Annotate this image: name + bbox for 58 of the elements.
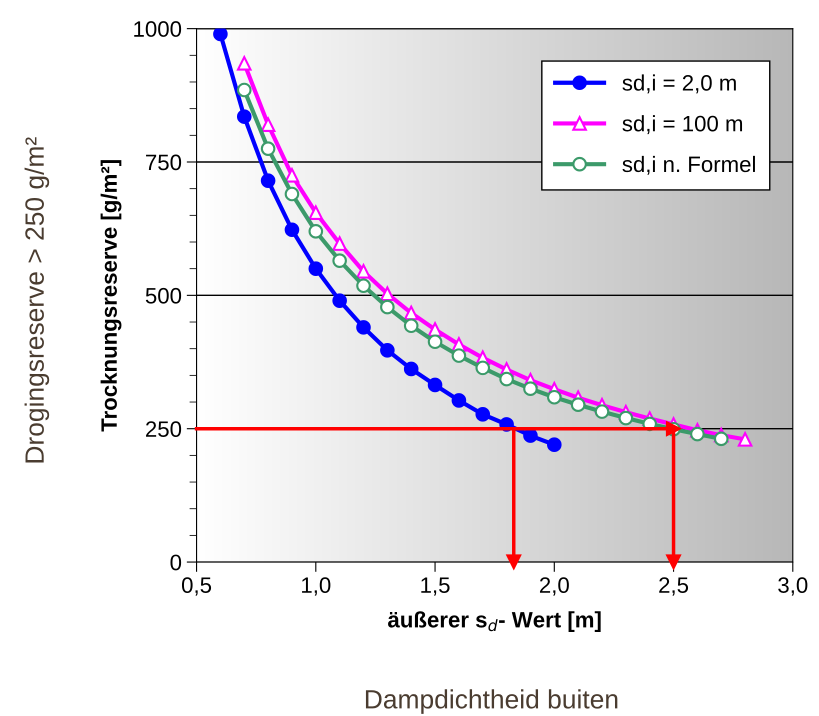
- point: [236, 109, 252, 124]
- point: [213, 28, 228, 42]
- y-tick-label: 0: [170, 554, 182, 570]
- point: [308, 261, 324, 276]
- point: [523, 381, 538, 396]
- x-tick-label: 2,0: [540, 577, 569, 596]
- point: [547, 390, 562, 405]
- point: [356, 320, 371, 335]
- point: [404, 362, 418, 376]
- point: [380, 300, 395, 314]
- point: [452, 393, 466, 408]
- point: [260, 173, 276, 188]
- point: [380, 342, 395, 358]
- point: [594, 404, 610, 419]
- x-axis-title: äußerer s$_{d}$- Wert [m]: [388, 611, 601, 632]
- y-tick-label: 750: [146, 154, 182, 170]
- y-tick-label: 1000: [134, 21, 182, 37]
- point: [547, 437, 562, 452]
- point: [475, 360, 490, 376]
- point: [690, 426, 705, 442]
- point: [404, 318, 418, 334]
- point: [308, 205, 324, 220]
- point: [428, 378, 442, 392]
- point: [332, 236, 347, 251]
- point: [356, 264, 371, 279]
- legend-label: sd,i n. Formel: [622, 156, 755, 175]
- point: [475, 407, 490, 422]
- point: [452, 348, 466, 363]
- x-tick-label: 2,5: [659, 577, 688, 596]
- point: [308, 224, 324, 239]
- point: [284, 168, 300, 183]
- point: [428, 334, 442, 350]
- x-tick-label: 1,0: [302, 577, 330, 596]
- point: [356, 278, 371, 294]
- point: [236, 82, 252, 98]
- point: [714, 432, 729, 446]
- point: [236, 56, 252, 71]
- point: [738, 432, 752, 447]
- x-tick-label: 1,5: [421, 577, 450, 596]
- text: Dampdichtheid buiten: [366, 689, 618, 714]
- point: [260, 117, 276, 132]
- point: [284, 186, 300, 202]
- point: [332, 253, 347, 268]
- legend-label: sd,i = 100 m: [622, 115, 742, 134]
- point: [570, 397, 586, 412]
- point: [284, 222, 300, 238]
- y-tick-label: 250: [146, 421, 182, 437]
- text: Drogingsreserve > 250 g/m²: [24, 137, 50, 462]
- point: [332, 293, 347, 308]
- y-tick-label: 500: [146, 288, 182, 304]
- y-axis-title: Trocknungsreserve [g/m²]: [100, 160, 122, 432]
- x-tick-label: 0,5: [182, 577, 212, 596]
- point: [499, 372, 514, 386]
- x-tick-label: 3,0: [778, 577, 808, 596]
- point: [380, 286, 395, 302]
- point: [260, 141, 276, 156]
- legend-label: sd,i = 2,0 m: [622, 74, 736, 94]
- point: [618, 410, 634, 426]
